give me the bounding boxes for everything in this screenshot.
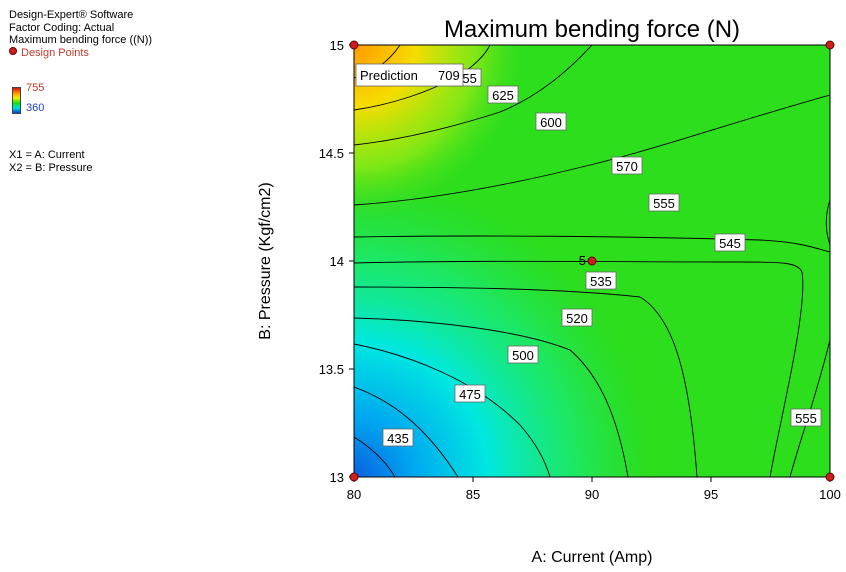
response-name: Maximum bending force ((N)) [9, 34, 153, 46]
contour-line [354, 260, 804, 477]
y-tick-label: 15 [330, 38, 344, 53]
contour-lines [354, 45, 830, 477]
contour-label: 555 [795, 411, 817, 426]
contour-label: 600 [540, 115, 562, 130]
y-tick-label: 13 [330, 470, 344, 485]
contour-label: 555 [653, 196, 675, 211]
design-point [349, 40, 359, 50]
contour-line [354, 45, 593, 146]
contour-label: 535 [590, 274, 612, 289]
contour-label: 625 [492, 88, 514, 103]
x-axis-label: A: Current (Amp) [532, 549, 653, 566]
design-point-label: 5 [579, 253, 586, 268]
contour-label: 500 [512, 348, 534, 363]
design-point [349, 472, 359, 482]
contour-label: 570 [616, 159, 638, 174]
contour-label-box [585, 271, 617, 290]
design-points: 5 [349, 40, 835, 482]
contour-label: 435 [387, 431, 409, 446]
prediction-box [355, 63, 464, 87]
contour-label-box [611, 156, 643, 175]
x-tick-label: 85 [466, 487, 480, 502]
legend-low-value: 360 [26, 102, 45, 114]
color-scale-bar [12, 87, 21, 114]
x1-definition: X1 = A: Current [9, 149, 85, 161]
legend-high-value: 755 [26, 82, 45, 94]
contour-label-box [790, 408, 822, 427]
x-tick-label: 100 [819, 487, 841, 502]
contour-line [354, 317, 629, 477]
design-point [587, 256, 597, 266]
contour-line [354, 436, 396, 477]
y-axis-label: B: Pressure (Kgf/cm2) [257, 182, 274, 339]
chart-title: Maximum bending force (N) [444, 16, 740, 43]
x-axis-ticks: 80 85 90 95 100 [347, 477, 841, 502]
x-tick-label: 90 [585, 487, 599, 502]
y-tick-label: 14.5 [319, 146, 344, 161]
software-info: Design-Expert® Software Factor Coding: A… [9, 9, 152, 59]
contour-label-box [561, 308, 593, 327]
contour-label: 545 [719, 236, 741, 251]
contour-line [354, 286, 698, 477]
contour-line [354, 386, 459, 477]
y-tick-label: 13.5 [319, 362, 344, 377]
contour-label: 520 [566, 311, 588, 326]
y-tick-label: 14 [330, 254, 344, 269]
contour-label-box [454, 384, 486, 403]
contour-label-box [648, 193, 680, 212]
contour-line [354, 343, 551, 477]
contour-label: 475 [459, 387, 481, 402]
design-points-legend: Design Points [9, 46, 152, 60]
contour-label-box [487, 85, 519, 104]
contour-line [354, 235, 830, 253]
design-point-icon [9, 46, 17, 55]
y-axis-ticks: 13 13.5 14 14.5 15 [319, 38, 354, 485]
contour-label-box [382, 428, 414, 447]
factor-coding: Factor Coding: Actual [9, 21, 115, 34]
contour-label-box [714, 233, 746, 252]
variable-legend: X1 = A: Current X2 = B: Pressure [9, 149, 92, 174]
design-points-label: Design Points [21, 46, 89, 59]
x-tick-label: 80 [347, 487, 361, 502]
prediction-value: 709 [438, 68, 460, 83]
x2-definition: X2 = B: Pressure [9, 161, 93, 174]
software-name: Design-Expert® Software [9, 9, 134, 21]
contour-line [825, 199, 830, 246]
prediction-callout: Prediction 709 [355, 63, 464, 87]
contour-label-box [535, 112, 567, 131]
color-legend: 755 360 [12, 82, 72, 115]
contour-label-box [507, 345, 539, 364]
design-point [825, 40, 835, 50]
contour-line [354, 94, 830, 206]
x-tick-label: 95 [704, 487, 718, 502]
design-point [825, 472, 835, 482]
prediction-label: Prediction [360, 68, 418, 83]
